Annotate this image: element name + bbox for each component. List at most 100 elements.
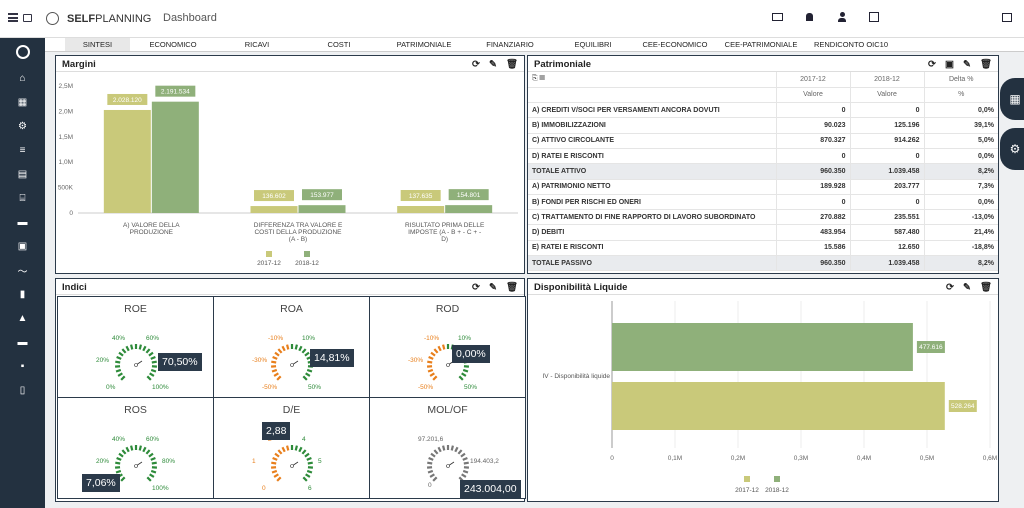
refresh-icon[interactable]: ⟳	[946, 282, 954, 293]
bar[interactable]	[250, 206, 298, 213]
tab-economico[interactable]: ECONOMICO	[149, 40, 197, 49]
gauge-tick	[142, 446, 147, 453]
bar[interactable]	[612, 382, 945, 430]
tab-patrimoniale[interactable]: PATRIMONIALE	[396, 40, 452, 49]
gauge-tick	[427, 469, 434, 474]
settings-fab[interactable]: ⚙	[1000, 128, 1024, 170]
legend-label[interactable]: 2017-12	[257, 260, 281, 267]
gauge-tick	[454, 446, 459, 453]
legend-label[interactable]: 2017-12	[735, 487, 759, 494]
bar[interactable]	[103, 109, 151, 213]
gauge-title: ROD	[435, 303, 460, 315]
grid-fab[interactable]: ▦	[1000, 78, 1024, 120]
bank-icon: ⌸	[19, 192, 26, 204]
sidebar-item-trend[interactable]: 〜	[0, 258, 45, 282]
sidebar-item-briefcase[interactable]: ▬	[0, 210, 45, 234]
bar[interactable]	[612, 323, 913, 371]
edit-icon[interactable]: ✎	[962, 59, 971, 70]
tab-costi[interactable]: COSTI	[327, 40, 351, 49]
gauge-tick	[150, 456, 156, 461]
sidebar-item-list[interactable]: ≡	[0, 138, 45, 162]
delete-icon[interactable]: 🗑	[979, 282, 992, 293]
gauge-tick	[429, 372, 435, 377]
doc-icon: ▯	[19, 384, 26, 396]
tab-equilibri[interactable]: EQUILIBRI	[574, 40, 612, 49]
tab-sintesi[interactable]: SINTESI	[65, 38, 130, 51]
y-tick-label: 500K	[58, 185, 74, 192]
delete-icon[interactable]: 🗑	[979, 59, 992, 70]
tab-cee-economico[interactable]: CEE-ECONOMICO	[642, 40, 708, 49]
legend-label[interactable]: 2018-12	[765, 487, 789, 494]
gauge-tick	[150, 469, 157, 474]
legend-label[interactable]: 2018-12	[295, 260, 319, 267]
bell-icon[interactable]	[806, 13, 813, 21]
gauge-tick	[271, 461, 277, 465]
grid-icon: ▦	[1009, 92, 1021, 106]
copy-icon[interactable]: ⎘ ▤	[528, 72, 776, 88]
x-tick-label: 0,4M	[857, 455, 871, 462]
sidebar-item-toolbox[interactable]: ▣	[0, 234, 45, 258]
table-row: TOTALE ATTIVO 960.350 1.039.458 8,2%	[528, 163, 998, 180]
delete-icon[interactable]: 🗑	[505, 59, 518, 70]
delete-icon[interactable]: 🗑	[505, 282, 518, 293]
col-sub1: Valore	[775, 87, 850, 104]
sidebar-item-dashboard[interactable]: ▦	[0, 90, 45, 114]
tab-rendiconto-oic10[interactable]: RENDICONTO OIC10	[813, 40, 889, 49]
gauge-tick	[294, 445, 298, 451]
table-row: C) ATTIVO CIRCOLANTE 870.327 914.262 5,0%	[528, 133, 998, 149]
refresh-icon[interactable]: ⟳	[472, 282, 480, 293]
gauge-label: 0	[262, 485, 266, 492]
refresh-icon[interactable]: ⟳	[928, 59, 936, 70]
sidebar-item-bank[interactable]: ⌸	[0, 186, 45, 210]
gauge-pivot	[290, 464, 294, 468]
legend-swatch[interactable]	[304, 251, 310, 257]
cell-label: A) PATRIMONIO NETTO	[528, 179, 776, 195]
y-tick-label: 2,0M	[59, 108, 73, 115]
user-icon[interactable]	[838, 12, 846, 22]
briefcase2-icon: ▬	[17, 336, 28, 348]
edit-icon[interactable]: ✎	[488, 282, 497, 293]
cell-label: D) RATEI E RISCONTI	[528, 148, 776, 165]
building-icon[interactable]	[869, 12, 879, 22]
bar[interactable]	[298, 205, 346, 213]
legend-swatch[interactable]	[266, 251, 272, 257]
bar[interactable]	[397, 206, 445, 213]
tab-ricavi[interactable]: RICAVI	[244, 40, 270, 49]
gauge-tick	[432, 375, 438, 381]
sidebar-item-briefcase2[interactable]: ▬	[0, 330, 45, 354]
edit-icon[interactable]: ✎	[962, 282, 971, 293]
data-label-box	[155, 85, 196, 97]
legend-swatch[interactable]	[744, 476, 750, 482]
image-icon[interactable]: ▣	[944, 59, 954, 70]
sidebar-item-doc[interactable]: ▯	[0, 378, 45, 402]
sidebar-item-warning[interactable]: ▲	[0, 306, 45, 330]
logout-icon[interactable]	[1002, 13, 1012, 22]
legend-swatch[interactable]	[774, 476, 780, 482]
gauge-tick	[306, 469, 313, 474]
sidebar-item-clipboard[interactable]: ▤	[0, 162, 45, 186]
gauge-tick	[271, 360, 277, 364]
sidebar-item-save[interactable]: ▪	[0, 354, 45, 378]
tab-cee-patrimoniale[interactable]: CEE-PATRIMONIALE	[724, 40, 798, 49]
bar[interactable]	[151, 101, 199, 213]
menu-icon[interactable]	[8, 13, 18, 22]
bar[interactable]	[445, 205, 493, 213]
sidebar-item-barchart[interactable]: ▮	[0, 282, 45, 306]
sidebar-item-gear[interactable]: ⚙	[0, 114, 45, 138]
gauge-tick	[130, 344, 134, 350]
gauge-value: 243.004,00	[460, 480, 521, 498]
gauge-tick	[118, 351, 124, 357]
edit-icon[interactable]: ✎	[488, 59, 497, 70]
mail-icon[interactable]	[772, 13, 783, 21]
sidebar-item-home[interactable]: ⌂	[0, 66, 45, 90]
gauge-tick	[148, 452, 154, 458]
x-tick-label: 0,2M	[731, 455, 745, 462]
refresh-icon[interactable]: ⟳	[472, 59, 480, 70]
gauge-label: 4	[302, 436, 306, 443]
cell-label: TOTALE PASSIVO	[528, 255, 776, 272]
sidebar-item-avatar[interactable]	[0, 38, 45, 66]
lock-icon[interactable]	[23, 14, 32, 22]
gauge-tick	[148, 351, 154, 357]
tab-finanziario[interactable]: FINANZIARIO	[486, 40, 534, 49]
gauge-tick	[442, 445, 446, 451]
